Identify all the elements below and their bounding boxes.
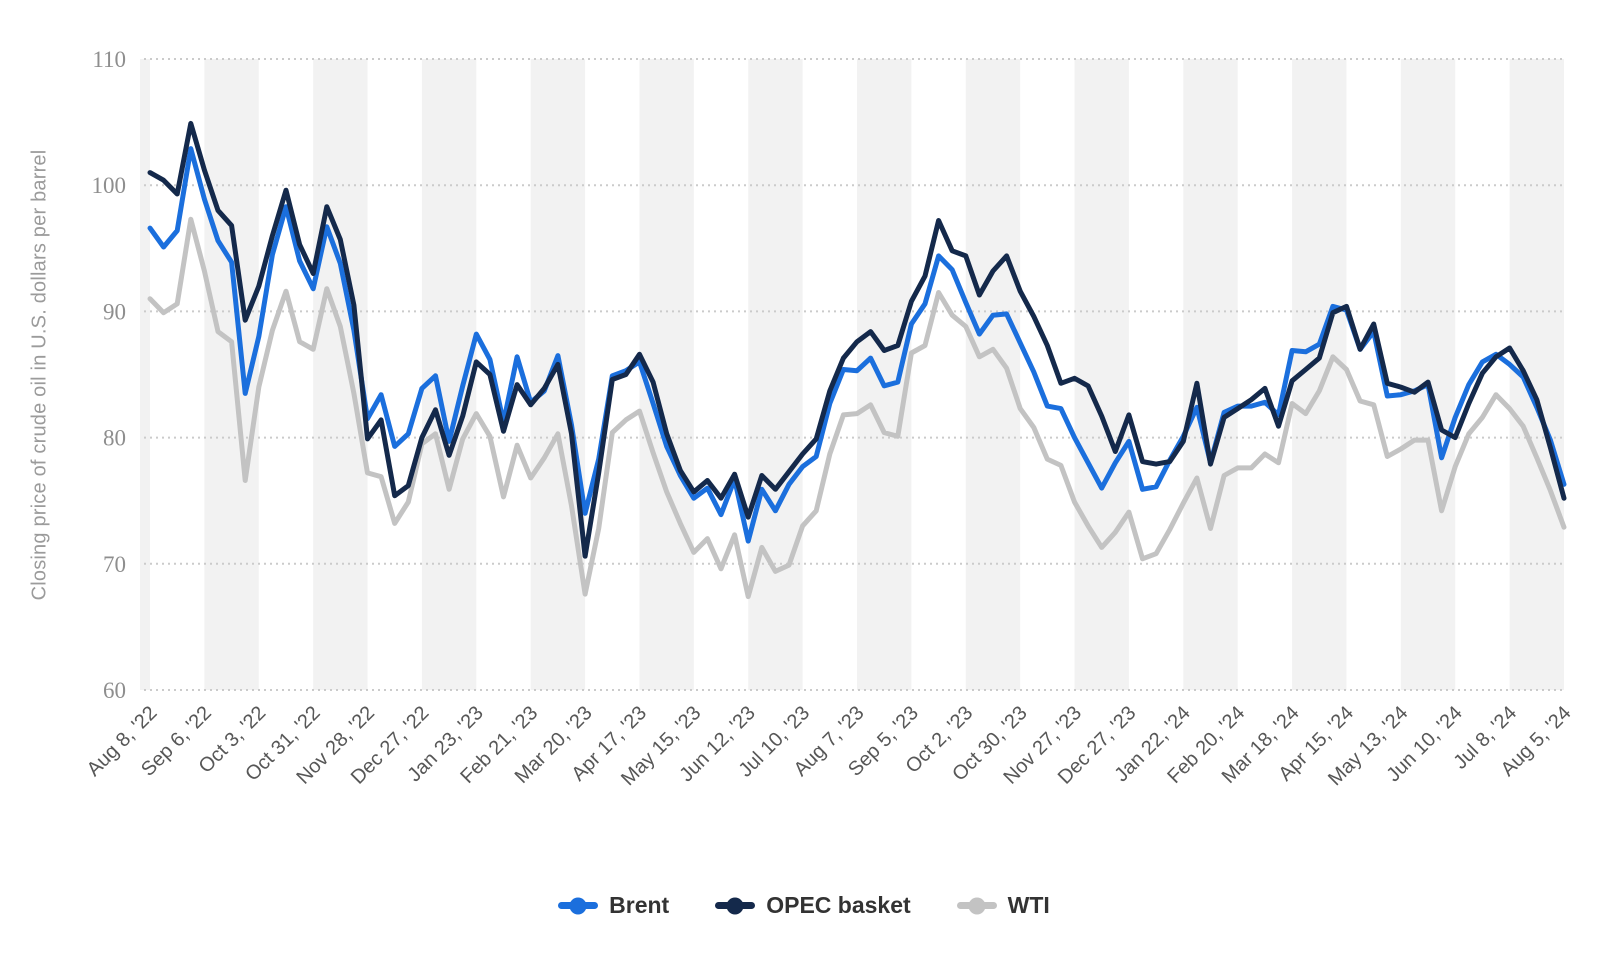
legend-item-brent[interactable]: Brent: [558, 892, 669, 919]
legend-label-opec-basket: OPEC basket: [766, 892, 911, 918]
y-tick-label: 70: [103, 552, 126, 577]
y-tick-label: 90: [103, 299, 126, 324]
brent-line-marker-icon: [558, 897, 599, 914]
y-tick-label: 110: [92, 47, 126, 72]
y-tick-label: 100: [92, 173, 127, 198]
background-bands: [140, 59, 1564, 690]
series-line-wti: [147, 216, 1567, 600]
legend-item-wti[interactable]: WTI: [956, 892, 1050, 919]
series-line-brent: [147, 146, 1567, 544]
y-tick-label: 60: [103, 678, 126, 703]
y-tick-label: 80: [103, 426, 126, 451]
y-axis-tick-labels: 60 70 80 90 100 110: [92, 47, 127, 703]
legend-label-brent: Brent: [609, 892, 670, 918]
opec-basket-line-marker-icon: [715, 897, 756, 914]
legend: Brent OPEC basket WTI: [0, 892, 1608, 919]
wti-line-marker-icon: [956, 897, 997, 914]
legend-item-opec-basket[interactable]: OPEC basket: [715, 892, 911, 919]
legend-label-wti: WTI: [1007, 892, 1050, 918]
series-line-opec-basket: [147, 120, 1567, 559]
